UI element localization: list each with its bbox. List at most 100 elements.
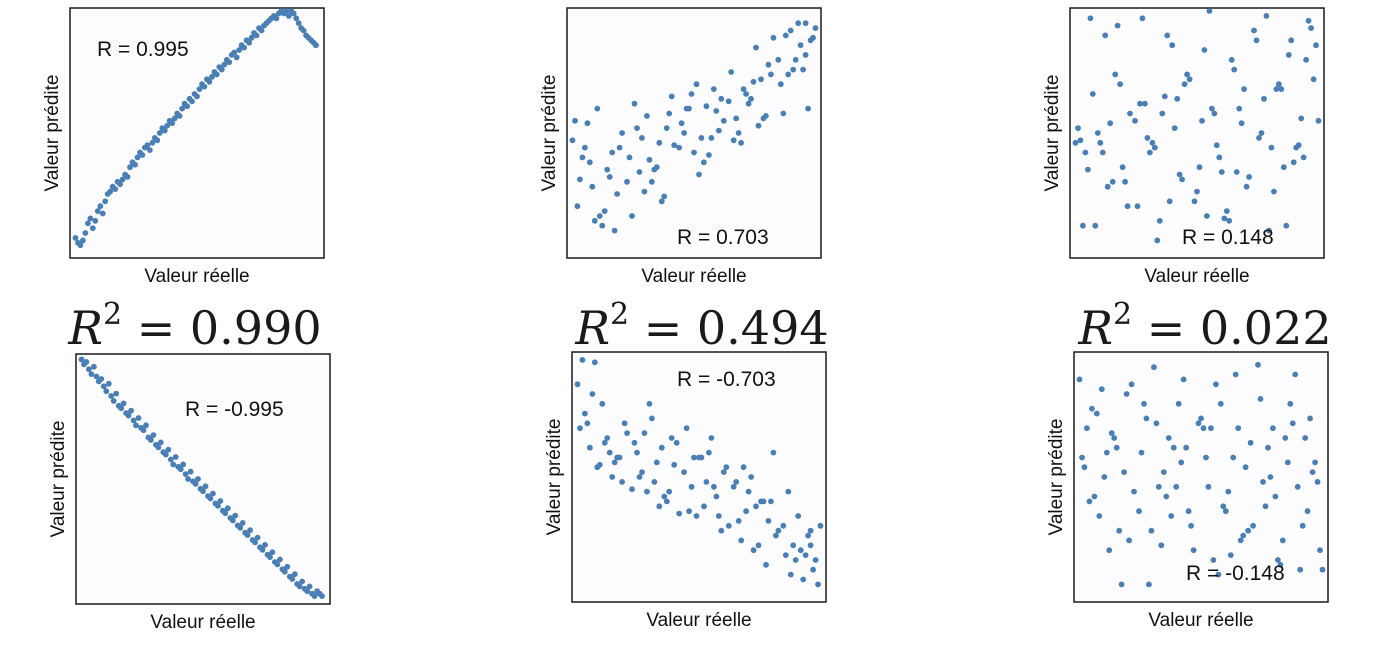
scatter-panel-6: R = -0.148 Valeur réelle Valeur prédite <box>1044 348 1344 658</box>
scatter-point <box>1124 203 1131 210</box>
scatter-point <box>1168 513 1175 519</box>
scatter-point <box>636 474 643 480</box>
scatter-point <box>1166 198 1173 205</box>
scatter-point <box>1199 117 1205 124</box>
scatter-point <box>100 383 107 390</box>
scatter-point <box>313 42 319 49</box>
scatter-point <box>1233 169 1240 175</box>
scatter-point <box>1153 420 1160 427</box>
scatter-point <box>710 86 717 92</box>
scatter-point <box>624 430 630 436</box>
scatter-point <box>1308 25 1314 31</box>
scatter-point <box>1089 405 1095 412</box>
scatter-point <box>785 488 792 495</box>
scatter-point <box>1119 164 1126 171</box>
scatter-point <box>1209 105 1215 112</box>
scatter-point <box>1226 217 1233 224</box>
scatter-point <box>703 479 710 485</box>
scatter-point <box>300 27 307 34</box>
scatter-point <box>1082 149 1089 156</box>
scatter-point <box>1108 430 1115 436</box>
scatter-point <box>1170 444 1177 451</box>
scatter-point <box>1117 81 1123 88</box>
scatter-point <box>594 105 601 112</box>
scatter-point <box>1185 508 1192 515</box>
scatter-point <box>775 56 782 63</box>
scatter-point <box>723 464 730 471</box>
scatter-point <box>646 156 653 163</box>
scatter-point <box>1260 479 1266 485</box>
scatter-point <box>658 444 665 451</box>
scatter-point <box>206 78 213 85</box>
scatter-point <box>1179 176 1185 183</box>
scatter-point <box>154 137 161 144</box>
scatter-point <box>701 159 707 166</box>
scatter-point <box>247 527 254 534</box>
scatter-point <box>1084 425 1090 432</box>
scatter-point <box>1262 503 1269 510</box>
scatter-point <box>686 105 692 112</box>
scatter-point <box>277 556 283 563</box>
scatter-point <box>1240 532 1247 539</box>
scatter-point <box>681 469 687 475</box>
scatter-point <box>735 518 742 524</box>
x-axis-label: Valeur réelle <box>144 266 249 287</box>
scatter-point <box>810 34 816 41</box>
scatter-point <box>92 217 99 224</box>
scatter-point <box>1307 415 1313 422</box>
scatter-point <box>1072 139 1079 146</box>
plot-frame <box>1069 7 1325 259</box>
data-points <box>78 356 325 599</box>
scatter-point <box>1275 81 1282 88</box>
scatter-point <box>269 549 276 556</box>
scatter-point <box>1235 425 1242 432</box>
scatter-point <box>802 52 809 58</box>
scatter-point <box>738 537 745 544</box>
scatter-point <box>1155 483 1162 490</box>
scatter-point <box>284 563 291 570</box>
scatter-point <box>87 215 94 222</box>
scatter-point <box>1294 483 1301 490</box>
scatter-point <box>569 137 576 144</box>
scatter-point <box>735 130 742 136</box>
scatter-point <box>629 486 635 493</box>
scatter-point <box>1123 391 1130 397</box>
r2-label-2: R2 = 0.494 <box>575 297 829 355</box>
scatter-point <box>78 356 85 363</box>
scatter-point <box>1174 95 1181 102</box>
scatter-point <box>646 400 653 407</box>
r2-label-3: R2 = 0.022 <box>1078 297 1332 355</box>
scatter-point <box>1107 120 1114 127</box>
scatter-point <box>1280 164 1287 171</box>
data-points <box>1076 361 1326 588</box>
scatter-point <box>1195 420 1202 427</box>
scatter-point <box>1194 188 1200 195</box>
scatter-point <box>281 568 288 575</box>
scatter-point <box>676 144 682 151</box>
scatter-point <box>85 220 91 227</box>
scatter-point <box>631 100 638 107</box>
scatter-point <box>703 103 710 110</box>
scatter-point <box>572 117 578 124</box>
scatter-point <box>1104 183 1111 190</box>
scatter-point <box>180 461 187 468</box>
scatter-point <box>1237 537 1244 544</box>
scatter-point <box>1144 135 1151 141</box>
scatter-point <box>725 522 732 529</box>
scatter-point <box>110 398 117 404</box>
scatter-point <box>1127 110 1133 117</box>
data-points <box>574 357 824 588</box>
scatter-point <box>1223 208 1230 215</box>
correlation-annotation: R = -0.148 <box>1186 562 1285 585</box>
scatter-point <box>1231 66 1238 73</box>
scatter-point <box>743 91 749 97</box>
scatter-point <box>125 412 132 419</box>
scatter-point <box>217 498 224 504</box>
scatter-panel-4: R = -0.995 Valeur réelle Valeur prédite <box>46 350 346 660</box>
scatter-point <box>274 561 281 568</box>
scatter-point <box>144 142 151 149</box>
scatter-point <box>83 359 90 365</box>
scatter-point <box>713 493 720 500</box>
scatter-point <box>236 47 243 53</box>
scatter-point <box>246 39 253 46</box>
